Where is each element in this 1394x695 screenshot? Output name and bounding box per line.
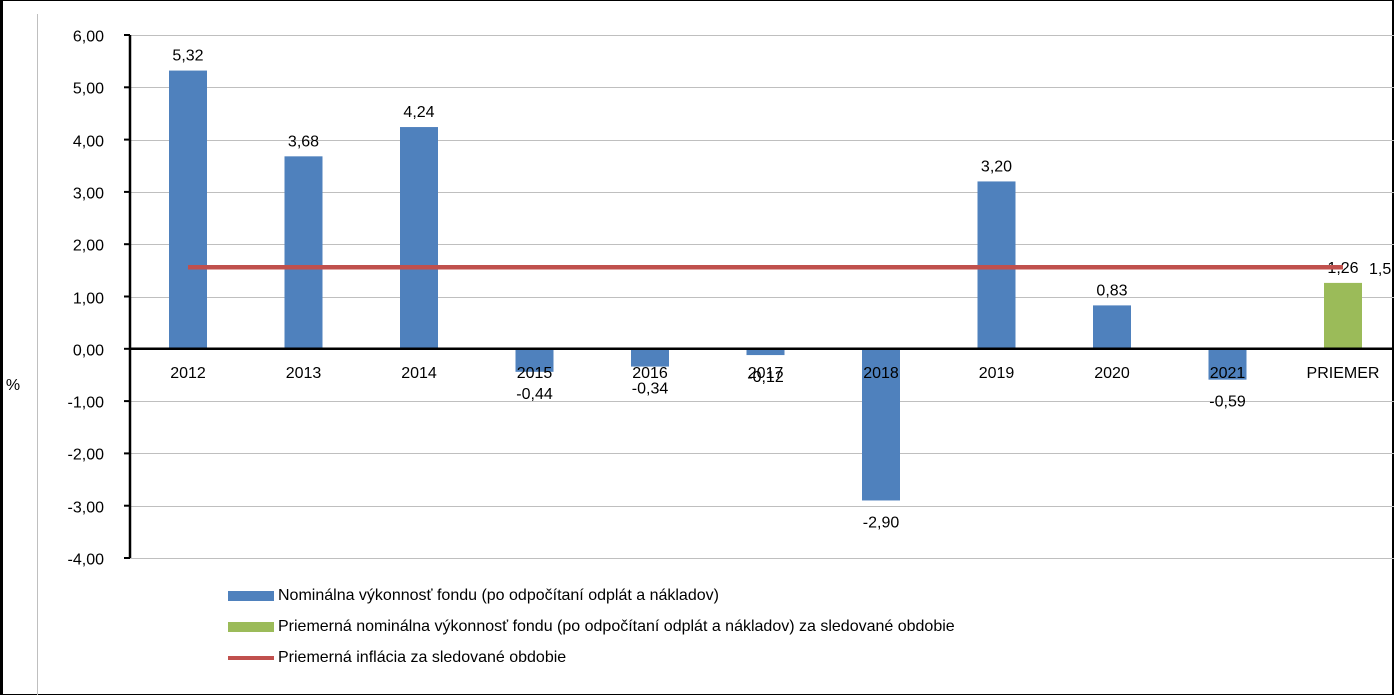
y-tick-label: -3,00 bbox=[68, 500, 105, 517]
data-label: -0,44 bbox=[516, 386, 553, 403]
legend-label-inflation: Priemerná inflácia za sledované obdobie bbox=[278, 648, 567, 666]
y-axis-label: % bbox=[6, 377, 20, 394]
x-tick-label: 2019 bbox=[979, 365, 1015, 382]
y-tick-label: 4,00 bbox=[73, 134, 104, 151]
y-tick-label: -1,00 bbox=[68, 395, 105, 412]
x-tick-label: 2021 bbox=[1210, 365, 1246, 382]
bar bbox=[169, 70, 207, 349]
y-tick-label: 5,00 bbox=[73, 81, 104, 98]
data-label: -0,59 bbox=[1209, 394, 1246, 411]
legend-swatch-average-performance bbox=[228, 621, 274, 632]
data-label: 4,24 bbox=[403, 104, 434, 121]
y-tick-label: 1,00 bbox=[73, 291, 104, 308]
inflation-label: 1,56 bbox=[1369, 261, 1394, 278]
y-tick-label: -2,00 bbox=[68, 447, 105, 464]
bar bbox=[1208, 348, 1247, 380]
chart-right-edge bbox=[1392, 0, 1394, 695]
legend-item-performance: Nominálna výkonnosť fondu (po odpočítaní… bbox=[228, 580, 955, 611]
bar bbox=[1093, 305, 1131, 349]
data-label: 5,32 bbox=[172, 48, 203, 65]
legend-swatch-performance bbox=[228, 590, 274, 601]
legend-item-inflation: Priemerná inflácia za sledované obdobie bbox=[228, 642, 955, 673]
x-tick-label: 2015 bbox=[517, 365, 553, 382]
data-label: 3,20 bbox=[981, 158, 1012, 175]
x-tick-label: 2014 bbox=[401, 365, 437, 382]
x-tick-label: 2018 bbox=[863, 365, 899, 382]
legend-swatch-inflation bbox=[228, 655, 274, 660]
data-label: 3,68 bbox=[288, 133, 319, 150]
data-label: -2,90 bbox=[863, 514, 900, 531]
bar bbox=[284, 156, 323, 349]
y-tick-label: 6,00 bbox=[73, 29, 104, 46]
bar-average bbox=[1324, 282, 1362, 349]
y-tick-label: 3,00 bbox=[73, 186, 104, 203]
y-tick-label: -4,00 bbox=[68, 552, 105, 569]
chart-left-edge bbox=[0, 0, 3, 695]
data-label: 0,83 bbox=[1096, 282, 1127, 299]
x-tick-label: 2017 bbox=[748, 365, 784, 382]
legend-label-performance: Nominálna výkonnosť fondu (po odpočítaní… bbox=[278, 586, 719, 604]
bar bbox=[746, 348, 785, 356]
data-label: 1,26 bbox=[1327, 260, 1358, 277]
x-tick-label: 2013 bbox=[286, 365, 322, 382]
plot-area: 6,00 5,00 4,00 3,00 2,00 1,00 0,00 -1,00 -2,00 -3… bbox=[68, 29, 1394, 569]
x-tick-label: 2016 bbox=[632, 365, 668, 382]
y-tick-label: 2,00 bbox=[73, 238, 104, 255]
x-tick-label: 2020 bbox=[1094, 365, 1130, 382]
bar bbox=[631, 348, 669, 367]
legend-label-average-performance: Priemerná nominálna výkonnosť fondu (po … bbox=[278, 617, 955, 635]
bar bbox=[862, 348, 900, 501]
bar bbox=[400, 127, 438, 349]
bar bbox=[515, 348, 554, 372]
x-tick-label: PRIEMER bbox=[1307, 365, 1380, 382]
legend-item-average-performance: Priemerná nominálna výkonnosť fondu (po … bbox=[228, 611, 955, 642]
data-label: -0,12 bbox=[747, 369, 784, 386]
y-tick-label: 0,00 bbox=[73, 343, 104, 360]
x-tick-label: 2012 bbox=[170, 365, 206, 382]
data-label: -0,34 bbox=[632, 381, 669, 398]
legend: Nominálna výkonnosť fondu (po odpočítaní… bbox=[228, 580, 955, 673]
